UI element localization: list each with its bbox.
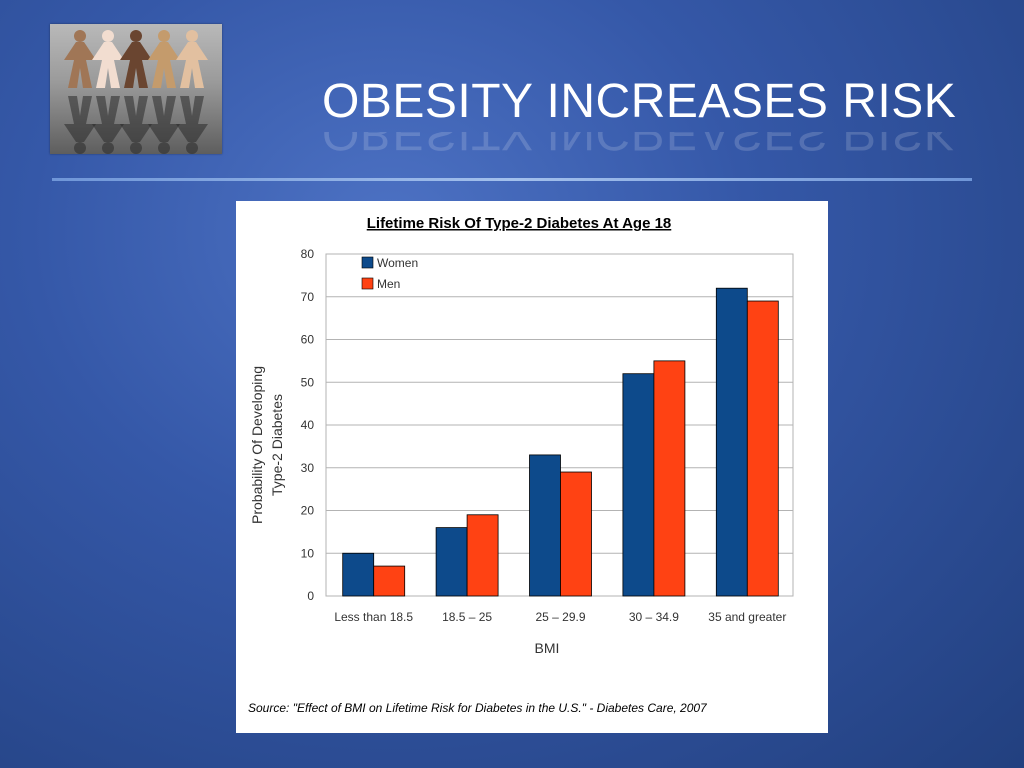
x-tick-label: 30 – 34.9 [629, 610, 679, 624]
y-tick-label: 10 [301, 546, 315, 560]
y-tick-label: 60 [301, 333, 315, 347]
slide-title: OBESITY INCREASES RISK [322, 75, 957, 128]
bar-women [529, 454, 561, 597]
paper-doll-figure [176, 30, 208, 88]
paper-doll-reflection [148, 96, 180, 154]
bar-men [466, 514, 499, 597]
logo-reflection [64, 96, 208, 154]
bar-men [373, 565, 406, 597]
y-tick-label: 0 [307, 589, 314, 603]
paper-doll-reflection [92, 96, 124, 154]
paper-doll-reflection [120, 96, 152, 154]
chart-title: Lifetime Risk Of Type-2 Diabetes At Age … [367, 215, 672, 232]
paper-doll-chain-icon [64, 30, 208, 154]
y-tick-label: 80 [301, 247, 315, 261]
bar-chart: Lifetime Risk Of Type-2 Diabetes At Age … [248, 215, 794, 715]
paper-doll-figure [148, 30, 180, 88]
legend-swatch [361, 277, 374, 290]
y-axis-label-line-2: Type-2 Diabetes [269, 394, 285, 496]
logo-image [50, 24, 222, 154]
bar-men [560, 471, 592, 597]
y-tick-label: 50 [301, 375, 315, 389]
y-tick-label: 70 [301, 290, 315, 304]
x-axis-label: BMI [535, 640, 560, 656]
bar-men [746, 300, 779, 597]
legend-swatch [361, 256, 374, 269]
y-axis-label-line-1: Probability Of Developing [249, 366, 265, 524]
bar-men [653, 360, 686, 597]
title-reflection-text: OBESITY INCREASES RISK [322, 132, 962, 158]
paper-doll-figure [120, 30, 152, 88]
x-tick-label: 25 – 29.9 [535, 610, 585, 624]
bar-women [715, 287, 748, 597]
title-divider [52, 178, 972, 181]
bar-women [435, 527, 468, 597]
paper-doll-reflection [64, 96, 96, 154]
chart-source: Source: "Effect of BMI on Lifetime Risk … [248, 701, 708, 715]
x-tick-label: 18.5 – 25 [442, 610, 492, 624]
x-tick-label: Less than 18.5 [334, 610, 413, 624]
legend-label: Men [377, 277, 400, 291]
bar-women [342, 552, 375, 597]
paper-doll-figure [92, 30, 124, 88]
y-tick-label: 20 [301, 504, 315, 518]
paper-doll-figure [64, 30, 96, 88]
paper-doll-reflection [176, 96, 208, 154]
y-tick-label: 30 [301, 461, 315, 475]
chart-panel: Lifetime Risk Of Type-2 Diabetes At Age … [236, 201, 828, 733]
title-reflection: OBESITY INCREASES RISK [322, 132, 962, 158]
y-tick-label: 40 [301, 418, 315, 432]
x-tick-label: 35 and greater [708, 610, 786, 624]
bar-women [622, 373, 655, 597]
legend-label: Women [377, 256, 418, 270]
